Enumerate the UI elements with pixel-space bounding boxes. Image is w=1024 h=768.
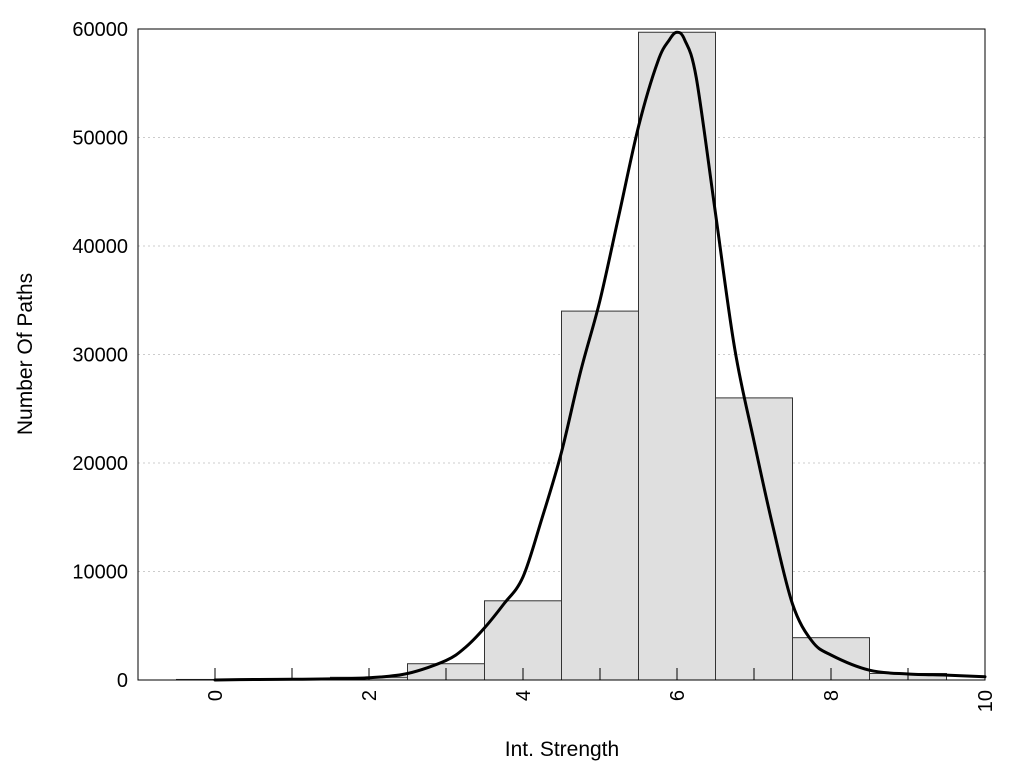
grid-lines xyxy=(138,137,985,572)
x-tick-label-5: 10 xyxy=(975,690,997,712)
plot-frame xyxy=(137,28,986,681)
density-curve xyxy=(213,30,987,682)
y-tick-label-1: 10000 xyxy=(72,562,128,584)
y-tick-label-5: 50000 xyxy=(72,128,128,150)
y-tick-label-6: 60000 xyxy=(72,19,128,41)
x-tick-label-4: 8 xyxy=(821,690,843,701)
y-tick-label-0: 0 xyxy=(117,670,128,692)
y-tick-label-4: 40000 xyxy=(72,236,128,258)
x-tick-label-1: 2 xyxy=(359,690,381,701)
histogram-bars xyxy=(176,31,947,681)
x-tick-label-2: 4 xyxy=(513,690,535,701)
bar-5 xyxy=(561,310,639,681)
y-tick-label-2: 20000 xyxy=(72,453,128,475)
bar-6 xyxy=(638,31,716,681)
density-curve-layer xyxy=(213,30,987,682)
x-axis-label: Int. Strength xyxy=(505,738,619,761)
axis-ticks: 0 2 4 6 8 10 0 10000 20000 30000 40000 50000 60000 xyxy=(72,19,997,712)
x-tick-label-3: 6 xyxy=(667,690,689,701)
x-tick-label-0: 0 xyxy=(205,690,227,701)
y-axis-label: Number Of Paths xyxy=(14,273,37,435)
y-tick-label-3: 30000 xyxy=(72,345,128,367)
